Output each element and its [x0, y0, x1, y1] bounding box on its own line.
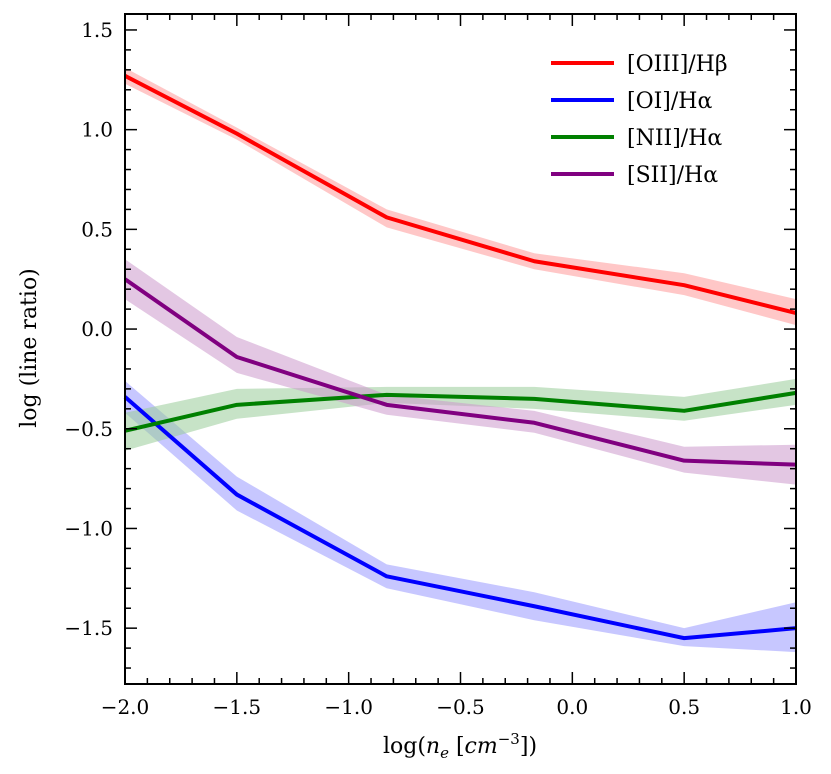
x-tick-label: −2.0 [101, 695, 150, 719]
line-series-4 [123, 277, 797, 467]
y-tick-label: −1.5 [64, 616, 113, 640]
y-tick-label: 1.0 [81, 118, 113, 142]
y-tick-label: 0.5 [81, 217, 113, 241]
x-tick-label: −1.0 [324, 695, 373, 719]
x-tick-label: 0.0 [556, 695, 588, 719]
y-tick-label: −1.0 [64, 516, 113, 540]
series-lines [123, 74, 797, 641]
legend-label-series-2: [OI]/Hα [627, 89, 712, 114]
line-series-2 [123, 395, 797, 641]
line-series-1 [124, 74, 797, 316]
y-tick-label: 1.5 [81, 18, 113, 42]
tick-labels: −2.0 −1.5 −1.0 −0.5 0.0 0.5 1.0 −1.5 −1.0 −0.5 0.0… [64, 18, 811, 719]
y-tick-label: 0.0 [81, 317, 113, 341]
x-tick-label: −0.5 [436, 695, 485, 719]
x-tick-label: 1.0 [780, 695, 812, 719]
legend-label-series-3: [NII]/Hα [627, 126, 722, 151]
confidence-bands [125, 67, 796, 653]
legend: [OIII]/Hβ [OI]/Hα [NII]/Hα [SII]/Hα [551, 52, 728, 188]
band-series-3 [125, 378, 796, 451]
x-tick-label: −1.5 [213, 695, 262, 719]
x-tick-label: 0.5 [668, 695, 700, 719]
line-series-3 [124, 390, 797, 433]
y-axis-label: log (line ratio) [17, 268, 42, 428]
band-series-1 [125, 67, 796, 326]
legend-label-series-4: [SII]/Hα [627, 163, 718, 188]
band-series-2 [125, 380, 796, 653]
plot-frame [124, 13, 797, 685]
legend-label-series-1: [OIII]/Hβ [627, 52, 728, 77]
x-axis-label: log(ne [cm−3]) [383, 730, 537, 762]
y-tick-label: −0.5 [64, 417, 113, 441]
